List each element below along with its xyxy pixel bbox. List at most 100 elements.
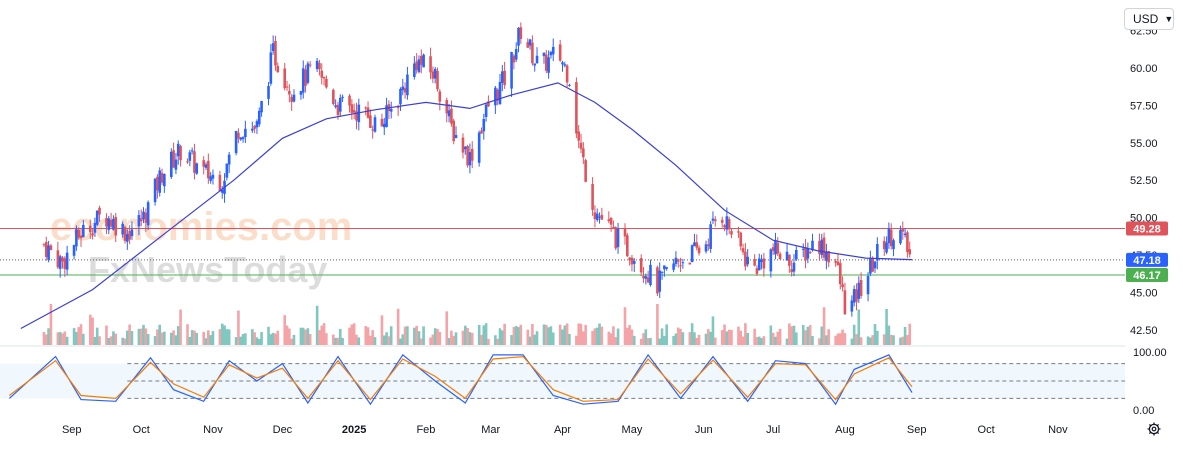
volume-bar [139, 328, 143, 345]
candle [468, 143, 472, 174]
candle [417, 55, 421, 74]
candle [169, 148, 173, 179]
volume-bar [727, 329, 731, 345]
candle-body [558, 44, 562, 61]
candle [788, 254, 791, 273]
volume-bar [628, 325, 631, 345]
candle-body [413, 63, 416, 77]
candle-body [676, 259, 680, 262]
volume-bar [512, 326, 516, 345]
volume-bar [827, 329, 831, 345]
candle-body [207, 160, 210, 179]
volume-bar [639, 338, 643, 345]
candle-body [593, 212, 597, 220]
candle-body [320, 70, 324, 78]
moving-average-line [20, 82, 913, 330]
candle [285, 80, 289, 91]
candle-body [257, 110, 261, 125]
volume-bar [128, 324, 131, 345]
candle-body [269, 52, 273, 84]
volume-bar [801, 325, 805, 345]
candle-body [431, 71, 435, 79]
volume-bar [44, 334, 48, 345]
candle-body [82, 224, 85, 238]
candle-body [77, 229, 81, 238]
volume-bar [852, 324, 856, 345]
volume-bar [549, 326, 553, 345]
candle-body [47, 245, 50, 261]
candle [299, 90, 303, 100]
candle [859, 272, 863, 299]
candle [598, 212, 601, 224]
volume-bar [169, 332, 173, 345]
candle [771, 243, 775, 255]
volume-bar [341, 337, 344, 345]
volume-bar [498, 328, 502, 345]
currency-selector[interactable]: USD ▼ [1124, 8, 1174, 30]
candle [649, 259, 652, 287]
volume-bar [903, 326, 907, 345]
candle-body [419, 56, 423, 65]
volume-bar [843, 333, 847, 345]
candle-body [630, 257, 634, 265]
volume-bar [79, 324, 83, 345]
candle [315, 58, 319, 72]
volume-bar [723, 324, 726, 345]
candle-body [146, 202, 150, 226]
settings-gear-button[interactable] [1146, 421, 1162, 437]
volume-bar [144, 328, 148, 345]
candle [656, 265, 659, 296]
candle [91, 228, 94, 240]
volume-bar [422, 326, 425, 345]
volume-bar [820, 326, 824, 345]
x-tick-label: May [622, 424, 643, 436]
price-level-labels: 49.28 47.18 46.17 [1126, 221, 1168, 283]
volume-bar [406, 326, 409, 345]
volume-bar [202, 331, 206, 345]
chevron-down-icon: ▼ [1164, 14, 1174, 24]
candle-body [285, 86, 289, 88]
volume-bar [299, 327, 303, 345]
volume-bar [244, 333, 247, 345]
candle [626, 232, 629, 258]
candle [292, 89, 296, 103]
candle-body [591, 184, 594, 210]
volume-bar [121, 337, 124, 345]
volume-bar [866, 336, 870, 345]
volume-bar [535, 331, 539, 345]
candle [438, 88, 442, 111]
volume-bar [322, 323, 326, 345]
volume-bar [746, 332, 749, 345]
volume-bar [836, 333, 840, 345]
candle-body [288, 90, 291, 95]
candle [642, 267, 645, 283]
candle [47, 240, 50, 263]
volume-bar [306, 328, 310, 345]
candle-body [251, 128, 254, 131]
candle-body [227, 154, 231, 165]
candle [679, 257, 682, 273]
candle [623, 223, 627, 245]
candle [739, 231, 743, 251]
candlesticks [42, 22, 912, 317]
candle-body [352, 110, 356, 113]
candle [741, 243, 745, 255]
candle-body [690, 245, 694, 263]
volume-bar [591, 331, 594, 345]
candle-body [656, 267, 659, 294]
volume-bar [774, 336, 777, 345]
candle-body [438, 91, 442, 102]
candle [558, 39, 562, 62]
candle-body [906, 232, 909, 252]
candle-body [65, 252, 69, 270]
candle [338, 94, 342, 117]
volume-bar [646, 338, 650, 345]
candle [609, 217, 613, 232]
candle-body [510, 52, 513, 89]
candle [301, 60, 305, 99]
volume-bar [105, 325, 108, 345]
candle [163, 173, 166, 193]
candle [517, 27, 520, 53]
volume-bar [290, 338, 293, 345]
